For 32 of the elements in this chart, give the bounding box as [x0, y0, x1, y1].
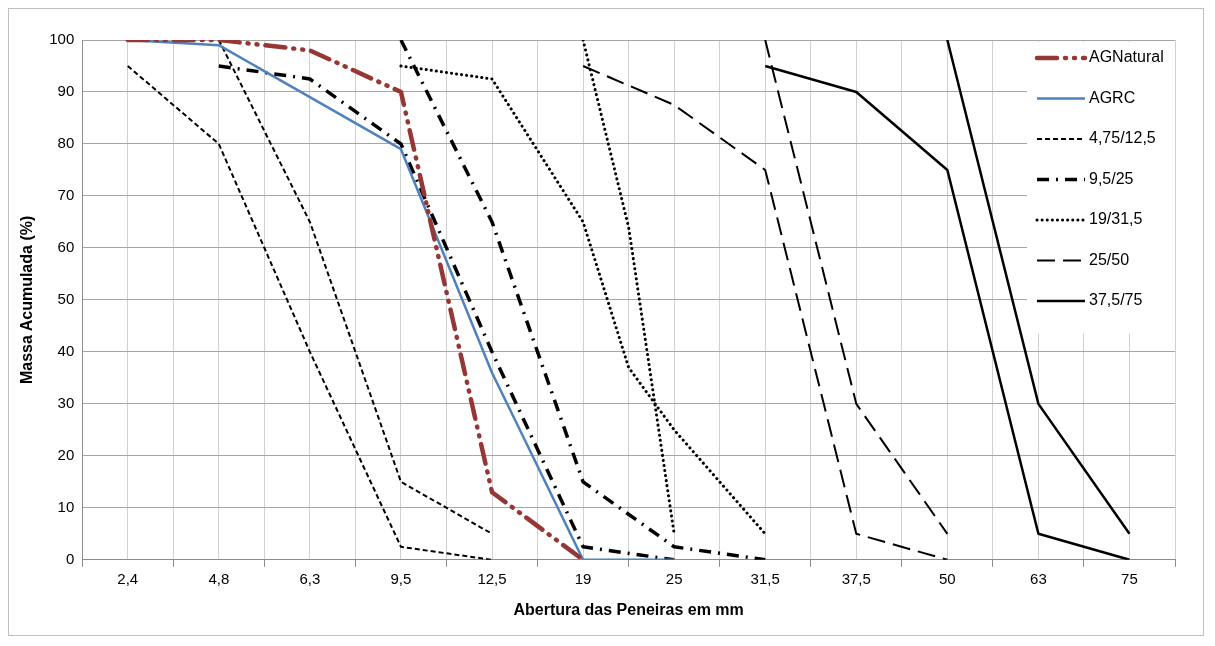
legend-label: 25/50 [1089, 250, 1130, 268]
y-tick-label: 70 [57, 186, 75, 204]
x-tick-label: 50 [939, 569, 956, 587]
legend-label: 19/31,5 [1089, 210, 1143, 228]
legend-label: 4,75/12,5 [1089, 129, 1156, 147]
y-tick-label: 30 [57, 394, 75, 411]
y-tick-label: 80 [57, 134, 75, 152]
x-axis-title: Abertura das Peneiras em mm [513, 600, 744, 618]
x-tick-label: 12,5 [477, 569, 507, 587]
legend-label: AGRC [1089, 88, 1136, 106]
legend-label: 37,5/75 [1089, 291, 1143, 309]
y-tick-label: 60 [57, 238, 75, 256]
x-tick-label: 37,5 [841, 569, 871, 587]
y-tick-label: 90 [57, 82, 75, 100]
x-tick-label: 2,4 [117, 569, 139, 587]
x-tick-label: 25 [665, 569, 683, 587]
y-tick-label: 10 [57, 497, 75, 515]
x-tick-label: 19 [574, 569, 592, 587]
x-tick-label: 31,5 [750, 569, 780, 587]
y-axis-title: Massa Acumulada (%) [18, 215, 36, 385]
x-tick-label: 4,8 [208, 569, 230, 587]
x-tick-label: 9,5 [390, 569, 412, 587]
x-tick-label: 63 [1030, 569, 1047, 587]
x-tick-label: 6,3 [299, 569, 321, 587]
y-tick-label: 100 [49, 30, 75, 48]
legend-label: 9,5/25 [1089, 169, 1134, 187]
y-tick-label: 40 [57, 342, 75, 360]
y-tick-label: 20 [57, 445, 75, 463]
y-tick-label: 0 [65, 549, 75, 567]
x-tick-label: 75 [1121, 569, 1138, 587]
legend-label: AGNatural [1089, 48, 1164, 66]
y-tick-label: 50 [57, 290, 75, 308]
